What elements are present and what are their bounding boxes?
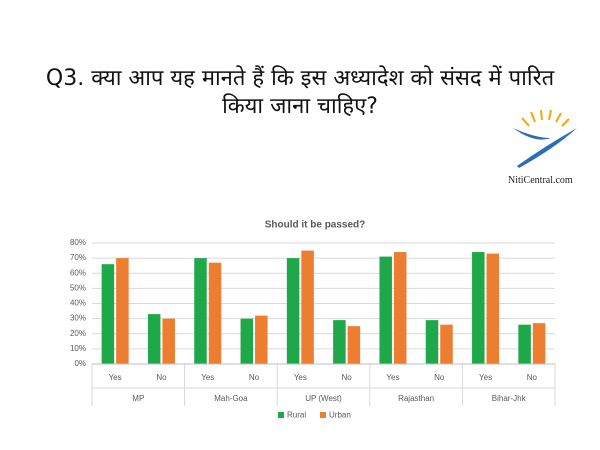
bar xyxy=(532,323,546,364)
y-tick-label: 20% xyxy=(70,329,86,338)
x-tick-label: No xyxy=(527,373,538,382)
y-tick-label: 80% xyxy=(70,238,86,247)
y-tick-label: 60% xyxy=(70,268,86,277)
bar xyxy=(208,262,222,364)
y-tick-label: 70% xyxy=(70,253,86,262)
bar xyxy=(116,258,129,364)
bar xyxy=(301,250,314,364)
chart-title: Should it be passed? xyxy=(265,220,366,231)
group-label: Rajasthan xyxy=(398,394,434,403)
bar xyxy=(333,320,346,364)
question-line: किया जाना चाहिए? xyxy=(222,94,378,119)
y-tick-label: 40% xyxy=(70,299,86,308)
x-tick-label: Yes xyxy=(201,373,214,382)
group-label: Mah-Goa xyxy=(214,394,248,403)
x-tick-label: No xyxy=(156,373,167,382)
y-tick-label: 0% xyxy=(74,359,86,368)
x-tick-label: No xyxy=(249,373,260,382)
bar xyxy=(255,315,268,364)
bar xyxy=(425,320,439,364)
bar xyxy=(486,253,500,364)
legend-swatch xyxy=(320,412,326,418)
bar xyxy=(379,256,392,364)
bar xyxy=(393,252,407,364)
logo-text: NitiCentral.com xyxy=(508,175,573,186)
x-tick-label: Yes xyxy=(294,373,307,382)
bar xyxy=(147,314,161,364)
y-tick-label: 50% xyxy=(70,283,86,292)
group-label: Bihar-Jhk xyxy=(492,394,527,403)
x-tick-label: Yes xyxy=(109,373,122,382)
chart: Should it be passed? 0% 10% 20% 30% 40% 50% 60… xyxy=(70,220,556,420)
bar xyxy=(240,318,254,364)
bar xyxy=(162,318,175,364)
bar xyxy=(518,324,531,364)
bar xyxy=(472,252,485,364)
y-tick-label: 30% xyxy=(70,314,86,323)
question-line: Q3. क्या आप यह मानते हैं कि इस अध्यादेश … xyxy=(45,66,555,91)
logo-icon xyxy=(513,109,577,168)
x-tick-label: No xyxy=(342,373,353,382)
bar xyxy=(440,324,453,364)
x-tick-label: Yes xyxy=(386,373,399,382)
legend-label: Urban xyxy=(329,411,351,420)
group-label: UP (West) xyxy=(305,394,342,403)
bar xyxy=(286,258,300,364)
bar xyxy=(347,326,361,364)
legend-swatch xyxy=(278,412,284,418)
bar xyxy=(101,264,115,364)
bar xyxy=(194,258,207,364)
legend-label: Rural xyxy=(287,411,306,420)
group-label: MP xyxy=(132,394,144,403)
x-tick-label: Yes xyxy=(479,373,492,382)
y-tick-label: 10% xyxy=(70,344,86,353)
x-tick-label: No xyxy=(434,373,445,382)
